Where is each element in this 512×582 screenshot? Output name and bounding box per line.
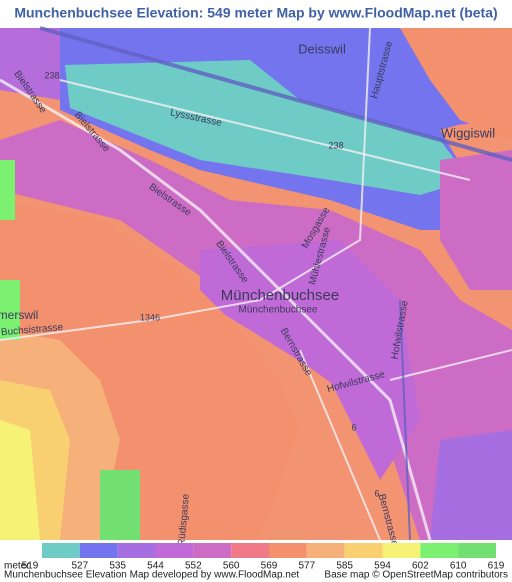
legend-swatch	[155, 543, 194, 558]
legend-value: 560	[223, 561, 240, 572]
terrain	[100, 470, 140, 540]
terrain	[0, 280, 20, 340]
footer-right: Base map © OpenStreetMap contributors	[324, 570, 508, 581]
title: Munchenbuchsee Elevation: 549 meter Map …	[14, 5, 497, 21]
map-label: 238	[328, 140, 343, 150]
map-label: 238	[44, 70, 59, 80]
legend-value: 569	[261, 561, 278, 572]
map-label: 6	[374, 488, 379, 498]
legend-unit: meter	[4, 561, 30, 572]
terrain	[430, 430, 512, 540]
map-label: Wiggiswil	[441, 125, 495, 140]
legend-swatch	[306, 543, 345, 558]
legend-swatch	[117, 543, 156, 558]
legend-swatch	[420, 543, 459, 558]
legend-value: 602	[412, 561, 429, 572]
terrain	[60, 28, 512, 130]
legend-value: 535	[109, 561, 126, 572]
footer-left: Munchenbuchsee Elevation Map developed b…	[4, 570, 299, 581]
map-area: DeisswilWiggiswil238238BielstrasseBielst…	[0, 26, 512, 548]
legend-swatch	[458, 543, 496, 558]
terrain	[0, 160, 15, 220]
legend-value: 585	[336, 561, 353, 572]
terrain	[400, 28, 512, 140]
map-label: Münchenbuchsee	[239, 305, 318, 316]
legend-swatch	[231, 543, 269, 558]
legend-swatch	[79, 543, 118, 558]
map-label: 1346	[140, 312, 160, 322]
legend-swatch	[42, 543, 80, 558]
legend-swatch	[382, 543, 421, 558]
terrain	[65, 60, 470, 195]
map-label: Buchsistrasse	[1, 322, 64, 338]
legend-swatch	[193, 543, 232, 558]
map-label: Rüdisgasse	[176, 493, 192, 546]
legend-value: 577	[298, 561, 315, 572]
legend-value: 527	[71, 561, 88, 572]
roads	[0, 26, 512, 541]
legend-value: 519	[22, 561, 39, 572]
legend-swatch	[269, 543, 307, 558]
terrain	[0, 120, 512, 540]
legend-value: 610	[450, 561, 467, 572]
map-label: Deisswil	[298, 41, 346, 56]
legend-value: 544	[147, 561, 164, 572]
map-label: merswil	[0, 308, 38, 322]
legend-swatch	[344, 543, 383, 558]
legend-value: 594	[374, 561, 391, 572]
map-label: 6	[351, 422, 356, 432]
legend-value: 619	[488, 561, 505, 572]
terrain	[0, 420, 40, 540]
map-label: Münchenbuchsee	[221, 287, 339, 304]
terrain	[440, 150, 512, 290]
legend-value: 552	[185, 561, 202, 572]
